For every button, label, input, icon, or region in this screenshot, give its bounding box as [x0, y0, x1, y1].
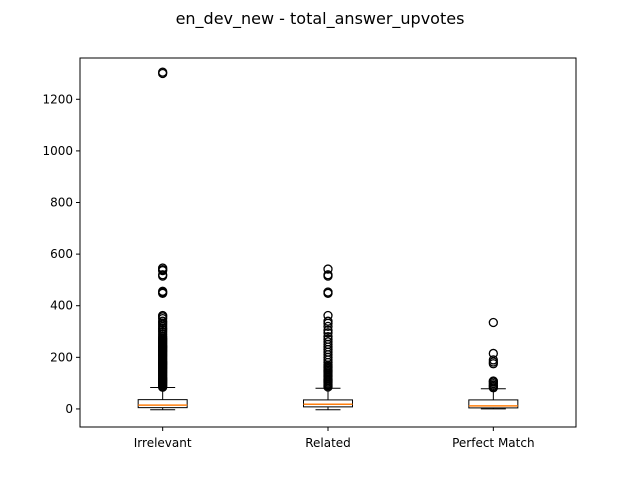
y-tick-label: 200: [50, 350, 73, 364]
box: [137, 399, 188, 409]
outlier-point: [488, 355, 498, 365]
x-tick-label: Related: [305, 436, 351, 450]
y-tick-label: 800: [50, 196, 73, 210]
y-tick-label: 600: [50, 247, 73, 261]
outlier-point: [158, 316, 168, 326]
outlier-point: [323, 287, 333, 297]
x-tick-label: Irrelevant: [134, 436, 192, 450]
outlier-point: [323, 316, 333, 326]
box: [468, 399, 519, 409]
outlier-point: [323, 270, 333, 280]
y-tick-label: 400: [50, 299, 73, 313]
outlier-point: [158, 286, 168, 296]
outlier-point: [488, 376, 498, 386]
plot-area: 0 200 400 600 800 1000 1200 Irrelevant Related Pe…: [42, 67, 535, 450]
y-tick-label: 1200: [42, 92, 73, 106]
outlier-point: [323, 328, 333, 338]
y-tick-label: 0: [65, 402, 73, 416]
outlier-point: [158, 310, 168, 321]
outlier-point: [323, 332, 333, 342]
axes-frame: [79, 57, 577, 428]
outlier-point: [323, 325, 333, 335]
outlier-point: [158, 67, 168, 77]
outlier-point: [488, 348, 498, 359]
y-tick-label: 1000: [42, 144, 73, 158]
outlier-point: [158, 263, 168, 273]
outlier-point: [323, 321, 333, 332]
outlier-point: [158, 270, 168, 280]
box: [303, 399, 353, 408]
outlier-point: [323, 337, 333, 347]
outlier-point: [488, 317, 498, 328]
outlier-point: [323, 264, 333, 274]
outlier-point: [323, 310, 333, 321]
x-tick-label: Perfect Match: [452, 436, 534, 450]
outlier-point: [323, 334, 333, 344]
chart-title: en_dev_new - total_answer_upvotes: [176, 9, 465, 29]
